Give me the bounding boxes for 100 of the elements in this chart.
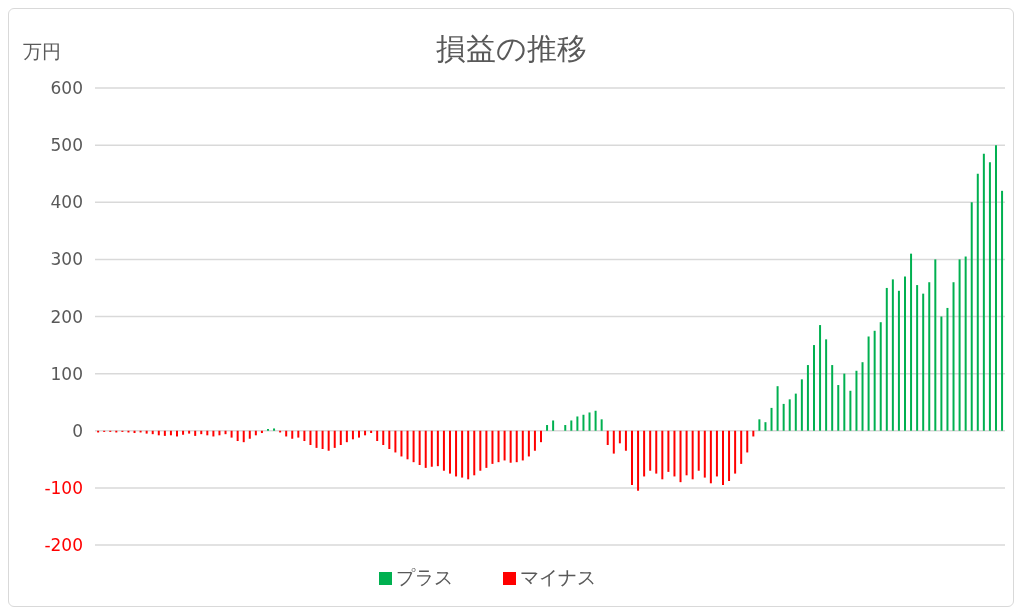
bar — [976, 173, 979, 431]
bar — [958, 259, 961, 431]
bar — [388, 430, 391, 450]
bar — [376, 430, 379, 442]
y-tick-label: 400 — [50, 192, 83, 213]
bar — [345, 430, 348, 443]
y-tick-label: 600 — [50, 78, 83, 98]
y-tick-label: -100 — [44, 477, 83, 498]
bar — [163, 430, 166, 436]
bar — [600, 419, 603, 431]
bar — [521, 430, 524, 461]
bar — [825, 339, 828, 431]
bar — [297, 430, 300, 438]
bar — [988, 162, 991, 431]
bar — [461, 430, 464, 478]
bar — [503, 430, 506, 461]
bar — [236, 430, 239, 442]
bar — [491, 430, 494, 464]
bar — [794, 393, 797, 431]
y-tick-label: 500 — [50, 135, 83, 156]
bar — [303, 430, 306, 442]
bar — [715, 430, 718, 477]
bar — [285, 430, 288, 437]
bar — [485, 430, 488, 468]
bar — [339, 430, 342, 446]
bar — [897, 290, 900, 431]
bar — [952, 282, 955, 431]
bar — [721, 430, 724, 486]
bar — [946, 307, 949, 431]
bar — [849, 390, 852, 431]
bar — [588, 412, 591, 431]
bar — [309, 430, 312, 446]
bar — [467, 430, 470, 480]
bar — [685, 430, 688, 476]
bar — [539, 430, 542, 443]
bar — [709, 430, 712, 484]
bar — [916, 285, 919, 431]
bar — [788, 399, 791, 431]
bar — [394, 430, 397, 453]
bar — [673, 430, 676, 477]
bar — [594, 410, 597, 431]
bar — [242, 430, 245, 443]
legend-label: マイナス — [519, 566, 596, 588]
bar — [515, 430, 518, 463]
bar — [624, 430, 627, 451]
bar — [406, 430, 409, 460]
bar — [188, 430, 191, 434]
bar — [382, 430, 385, 446]
bar — [691, 430, 694, 480]
bar — [752, 430, 755, 437]
bar — [412, 430, 415, 463]
bar — [637, 430, 640, 491]
bar — [855, 370, 858, 431]
bar — [734, 430, 737, 474]
bar — [764, 422, 767, 431]
bar — [867, 336, 870, 431]
bar — [697, 430, 700, 471]
bar — [873, 330, 876, 431]
bar — [497, 430, 500, 463]
bar — [746, 430, 749, 453]
bar — [570, 420, 573, 431]
bar — [643, 430, 646, 477]
bar — [703, 430, 706, 478]
bar — [418, 430, 421, 466]
bar — [212, 430, 215, 437]
bar — [740, 430, 743, 464]
bar — [357, 430, 360, 438]
bar — [455, 430, 458, 477]
y-tick-label: 100 — [50, 363, 83, 384]
bar — [606, 430, 609, 446]
bar — [812, 345, 815, 431]
bar — [533, 430, 536, 451]
bar — [728, 430, 731, 482]
bar — [430, 430, 433, 467]
bar — [934, 259, 937, 431]
bar — [806, 365, 809, 431]
bar — [940, 316, 943, 431]
bar — [327, 430, 330, 451]
bar — [546, 425, 549, 431]
bar — [782, 403, 785, 431]
bar — [618, 430, 621, 444]
bar — [400, 430, 403, 457]
bar — [194, 430, 197, 436]
bar — [552, 420, 555, 431]
bar — [321, 430, 324, 450]
bar — [770, 407, 773, 431]
bar — [273, 428, 276, 431]
bar — [448, 430, 451, 474]
y-axis-title: 万円 — [23, 39, 61, 64]
bar — [800, 379, 803, 431]
bar — [964, 256, 967, 431]
bar — [910, 253, 913, 431]
bar — [982, 153, 985, 431]
bar — [922, 293, 925, 431]
bar — [564, 425, 567, 431]
y-tick-label: 300 — [50, 249, 83, 270]
bar — [479, 430, 482, 471]
bar — [248, 430, 251, 439]
legend-label: プラス — [395, 566, 453, 588]
bar — [576, 416, 579, 431]
